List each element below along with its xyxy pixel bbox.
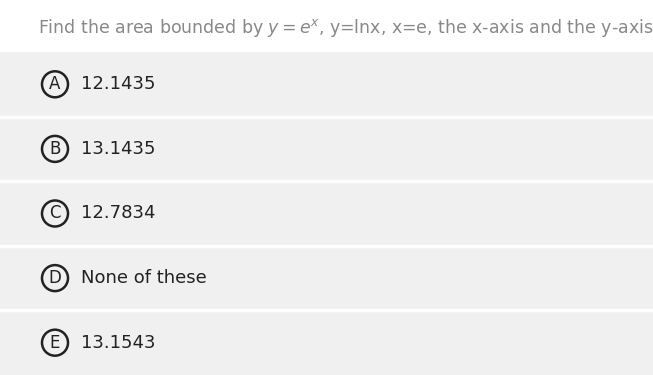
Text: 13.1543: 13.1543 xyxy=(81,334,155,352)
FancyBboxPatch shape xyxy=(0,246,653,310)
FancyBboxPatch shape xyxy=(0,52,653,117)
Text: D: D xyxy=(48,269,61,287)
Text: E: E xyxy=(50,334,60,352)
Text: C: C xyxy=(49,204,61,222)
Text: None of these: None of these xyxy=(81,269,207,287)
Text: B: B xyxy=(50,140,61,158)
Text: 12.7834: 12.7834 xyxy=(81,204,155,222)
FancyBboxPatch shape xyxy=(0,310,653,375)
Text: Find the area bounded by $\it{y}$$=$$\it{e}$$^{\it{x}}$, y=lnx, x=e, the x-axis : Find the area bounded by $\it{y}$$=$$\it… xyxy=(38,17,653,39)
Text: 12.1435: 12.1435 xyxy=(81,75,155,93)
FancyBboxPatch shape xyxy=(0,181,653,246)
Text: A: A xyxy=(50,75,61,93)
FancyBboxPatch shape xyxy=(0,117,653,181)
FancyBboxPatch shape xyxy=(0,0,653,52)
Text: 13.1435: 13.1435 xyxy=(81,140,155,158)
